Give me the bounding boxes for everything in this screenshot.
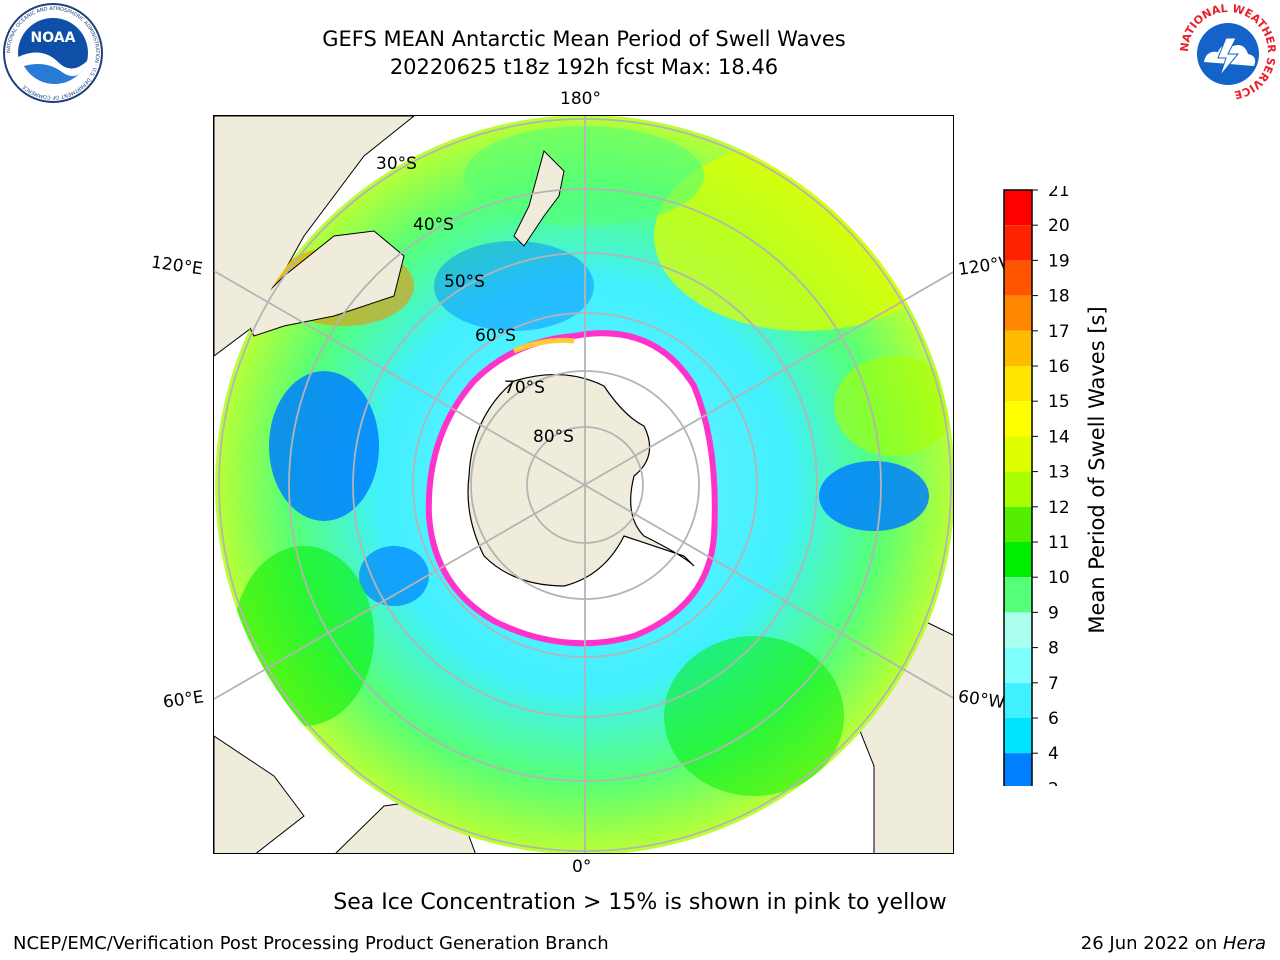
polar-map: 30°S 40°S 50°S 60°S 70°S 80°S: [213, 115, 954, 854]
chart-title: GEFS MEAN Antarctic Mean Period of Swell…: [322, 27, 846, 51]
swell-region-atlantic-low: [819, 461, 929, 531]
colorbar-segment: [1004, 718, 1032, 754]
land-madagascar-corner: [214, 735, 305, 853]
colorbar-tick-label: 17: [1048, 322, 1070, 342]
colorbar-tick-label: 15: [1048, 392, 1070, 412]
colorbar: 21 20 19 18 17 16 15 14 13 12 11 10 9 8 7 6 4 2: [1003, 186, 1070, 786]
swell-region-west-indian: [234, 546, 374, 726]
colorbar-tick-label: 20: [1048, 216, 1070, 236]
colorbar-segment: [1004, 542, 1032, 578]
colorbar-tick-label: 19: [1048, 251, 1070, 271]
colorbar-segment: [1004, 260, 1032, 296]
svg-text:NOAA: NOAA: [31, 30, 76, 46]
swell-region-low-2: [359, 546, 429, 606]
colorbar-tick-label: 21: [1048, 186, 1070, 201]
swell-region-north-pacific: [464, 126, 704, 226]
land-australia-corner: [214, 116, 415, 357]
colorbar-segment: [1004, 401, 1032, 437]
graticule: [214, 116, 953, 853]
land-antarctica: [467, 374, 695, 587]
chart-subtitle: 20220625 t18z 192h fcst Max: 18.46: [389, 55, 779, 79]
colorbar-tick-label: 18: [1048, 287, 1070, 307]
lon-label-180: 180°: [560, 89, 601, 109]
colorbar-segment: [1004, 753, 1032, 786]
swell-region-south-atlantic: [664, 636, 844, 796]
sea-ice-marginal: [513, 338, 575, 354]
lat-label-80s: 80°S: [533, 427, 574, 447]
lat-label-70s: 70°S: [504, 378, 545, 398]
footer-date: 26 Jun 2022 on Hera: [1081, 933, 1266, 954]
colorbar-segment: [1004, 190, 1032, 226]
colorbar-segment: [1004, 330, 1032, 366]
colorbar-tick-label: 16: [1048, 357, 1070, 377]
colorbar-tick-label: 14: [1048, 427, 1070, 447]
swell-region-east-pacific: [834, 356, 953, 456]
lon-label-60e: 60°E: [161, 687, 206, 713]
nws-logo: NATIONAL WEATHER SERVICE: [1178, 2, 1278, 101]
colorbar-segment: [1004, 682, 1032, 718]
colorbar-tick-label: 2: [1048, 779, 1059, 786]
colorbar-tick-label: 12: [1048, 498, 1070, 518]
colorbar-segment: [1004, 366, 1032, 402]
lat-label-50s: 50°S: [444, 272, 485, 292]
colorbar-label: Mean Period of Swell Waves [s]: [1085, 306, 1109, 634]
land-new-zealand: [513, 150, 565, 247]
meridian-60e-120w: [214, 271, 953, 700]
colorbar-segment: [1004, 647, 1032, 683]
colorbar-tick-label: 4: [1048, 744, 1059, 764]
lat-label-30s: 30°S: [376, 154, 417, 174]
colorbar-segment: [1004, 612, 1032, 648]
colorbar-tick-label: 11: [1048, 533, 1070, 553]
colorbar-tick-label: 10: [1048, 568, 1070, 588]
footer-host: Hera: [1222, 933, 1266, 954]
colorbar-segment: [1004, 506, 1032, 542]
swell-region-indian-low: [269, 371, 379, 521]
footer-credit: NCEP/EMC/Verification Post Processing Pr…: [13, 933, 609, 954]
lon-label-120e: 120°E: [149, 252, 204, 280]
footer-date-text: 26 Jun 2022 on: [1080, 933, 1223, 954]
colorbar-segment: [1004, 471, 1032, 507]
lat-label-60s: 60°S: [475, 326, 516, 346]
colorbar-tick-label: 8: [1048, 639, 1059, 659]
lon-label-0: 0°: [572, 857, 592, 877]
colorbar-tick-label: 6: [1048, 709, 1059, 729]
colorbar-tick-label: 9: [1048, 603, 1059, 623]
lat-label-40s: 40°S: [413, 215, 454, 235]
colorbar-frame: [1003, 189, 1033, 786]
colorbar-tick-label: 7: [1048, 674, 1059, 694]
colorbar-segment: [1004, 295, 1032, 331]
noaa-logo: NOAA NATIONAL OCEANIC AND ATMOSPHERIC AD…: [3, 3, 103, 103]
colorbar-segment: [1004, 225, 1032, 261]
swell-region-tasman: [434, 241, 594, 331]
colorbar-tick-label: 13: [1048, 463, 1070, 483]
lon-label-60w: 60°W: [956, 686, 1007, 714]
polar-map-svg: 30°S 40°S 50°S 60°S 70°S 80°S: [214, 116, 953, 853]
colorbar-segment: [1004, 436, 1032, 472]
sea-ice-caption: Sea Ice Concentration > 15% is shown in …: [333, 890, 947, 915]
colorbar-segment: [1004, 577, 1032, 613]
